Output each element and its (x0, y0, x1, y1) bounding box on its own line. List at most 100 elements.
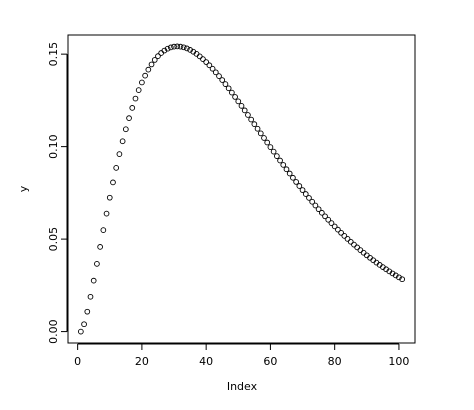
point (257, 130, 264, 137)
point (264, 139, 271, 146)
point (315, 206, 322, 213)
point (110, 179, 116, 186)
point (209, 65, 216, 72)
x-axis-label: Index (227, 380, 258, 393)
point (155, 53, 161, 59)
point (335, 226, 341, 233)
point (302, 191, 309, 197)
point (367, 254, 373, 261)
point (347, 238, 354, 245)
point (145, 66, 152, 73)
point (174, 43, 181, 50)
point (325, 216, 332, 223)
point (248, 116, 254, 123)
y-tick-label: 0.10 (47, 134, 60, 159)
y-tick-label: 0.05 (47, 227, 60, 252)
point (87, 293, 94, 300)
point (116, 151, 123, 157)
point (139, 79, 145, 86)
point (273, 153, 280, 159)
point (306, 195, 312, 201)
point (78, 328, 84, 335)
point (283, 166, 290, 173)
point (229, 89, 235, 96)
point (267, 144, 274, 150)
point (277, 157, 283, 164)
point (261, 135, 267, 141)
point (177, 43, 184, 50)
point (216, 73, 222, 79)
point (171, 43, 177, 50)
y-tick-label: 0.00 (47, 319, 60, 344)
point (135, 87, 142, 93)
point (338, 229, 344, 236)
point (309, 198, 316, 205)
y-axis-label: y (17, 185, 30, 192)
point (331, 223, 338, 230)
point (341, 233, 348, 239)
point (363, 252, 370, 259)
point (357, 247, 364, 253)
point (203, 59, 210, 65)
point (232, 94, 238, 100)
point (180, 44, 187, 51)
point (360, 249, 367, 256)
point (167, 44, 174, 51)
point (351, 241, 357, 248)
point (100, 227, 107, 233)
x-tick-label: 40 (199, 355, 213, 368)
point (164, 45, 171, 52)
point (241, 107, 248, 114)
point (184, 45, 190, 52)
point (90, 277, 97, 284)
y-tick-label: 0.15 (47, 42, 60, 67)
point (196, 53, 203, 60)
point (312, 202, 319, 209)
point (81, 321, 87, 328)
point (222, 81, 229, 87)
point (322, 213, 328, 220)
point (142, 72, 148, 79)
point (354, 244, 361, 251)
point (235, 98, 242, 105)
point (219, 77, 226, 83)
point (254, 125, 261, 132)
point (238, 103, 245, 109)
point (113, 165, 120, 171)
point (103, 210, 110, 217)
x-tick-label: 0 (74, 355, 81, 368)
point (296, 183, 303, 189)
point (187, 47, 193, 53)
point (148, 61, 155, 68)
point (94, 261, 100, 267)
point (206, 62, 213, 69)
point (270, 148, 277, 155)
point (286, 170, 293, 177)
point (158, 50, 165, 56)
point (84, 308, 91, 315)
plot-box (67, 34, 416, 344)
x-tick-label: 100 (388, 355, 409, 368)
point (132, 95, 139, 102)
point (151, 57, 158, 63)
point (290, 174, 296, 181)
point (293, 179, 299, 185)
point (299, 187, 306, 193)
point (251, 121, 258, 128)
point (106, 194, 113, 201)
point (200, 56, 206, 62)
point (328, 220, 335, 226)
point (280, 162, 287, 168)
point (225, 85, 232, 92)
point (129, 105, 136, 111)
point (318, 209, 325, 216)
point (122, 126, 129, 133)
x-tick-label: 80 (328, 355, 342, 368)
point (126, 115, 132, 121)
point (212, 69, 219, 76)
point (119, 138, 126, 145)
point (97, 244, 103, 250)
x-tick-label: 20 (135, 355, 149, 368)
x-tick-label: 60 (263, 355, 277, 368)
